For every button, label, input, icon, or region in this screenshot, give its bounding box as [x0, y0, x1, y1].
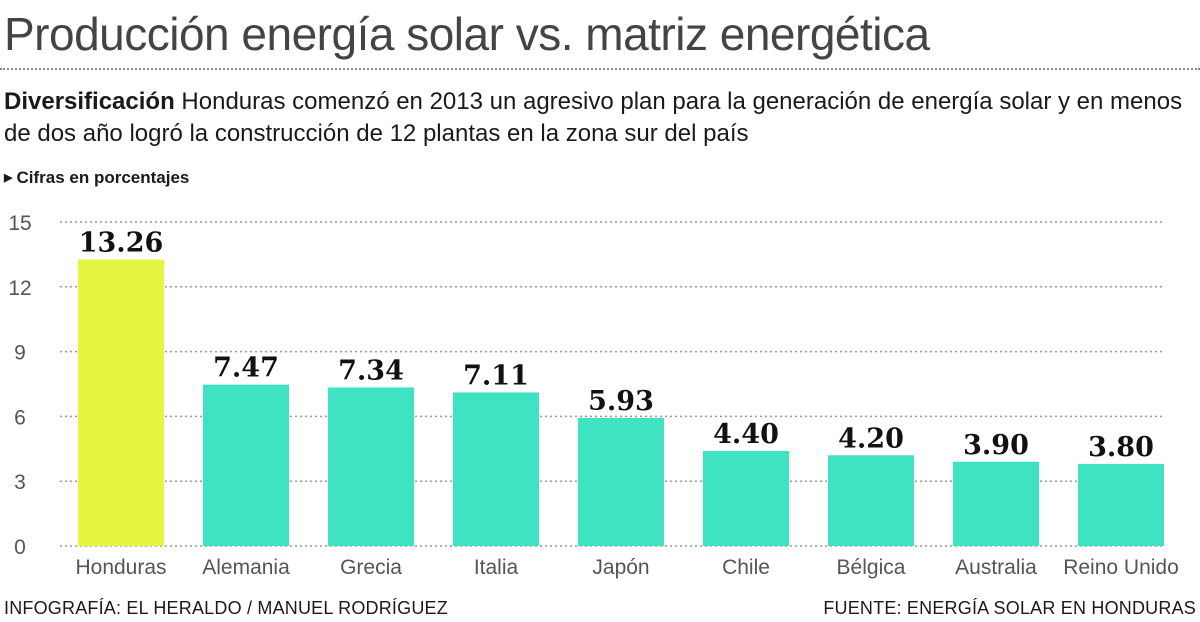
chart-title: Producción energía solar vs. matriz ener… [4, 8, 930, 60]
bar [78, 259, 164, 546]
bar-chart: 0 3 6 9 12 15 13.26 Honduras 7.47 Alemania 7.34 Gre… [8, 212, 1179, 579]
units-note: ▶ Cifras en porcentajes [4, 168, 189, 188]
x-tick-label: Reino Unido [1063, 556, 1179, 579]
x-tick-label: Italia [474, 556, 519, 579]
data-label: 7.11 [463, 360, 529, 391]
x-tick-label: Alemania [202, 556, 290, 579]
y-tick-label: 0 [14, 536, 26, 559]
data-label: 7.47 [213, 353, 279, 384]
x-tick-label: Chile [722, 556, 770, 579]
chart-subtitle: Diversificación Honduras comenzó en 2013… [4, 86, 1198, 150]
y-tick-label: 9 [14, 342, 26, 365]
data-label: 5.93 [588, 386, 654, 417]
data-label: 7.34 [338, 355, 404, 386]
subtitle-text: Honduras comenzó en 2013 un agresivo pla… [4, 88, 1183, 147]
title-divider [0, 68, 1200, 70]
x-tick-label: Japón [592, 556, 649, 579]
credit-footer: INFOGRAFÍA: EL HERALDO / MANUEL RODRÍGUE… [4, 598, 448, 618]
subtitle-lead: Diversificación [4, 88, 175, 115]
bar [453, 392, 539, 546]
source-footer: FUENTE: ENERGÍA SOLAR EN HONDURAS [823, 598, 1196, 618]
y-tick-label: 3 [14, 471, 26, 494]
bar [1078, 463, 1164, 546]
bar [703, 450, 789, 546]
x-tick-label: Bélgica [837, 556, 906, 579]
bar [828, 455, 914, 546]
data-label: 4.20 [838, 423, 904, 454]
bar [328, 387, 414, 546]
x-tick-label: Grecia [340, 556, 402, 579]
data-label: 4.40 [713, 419, 779, 450]
triangle-right-icon: ▶ [4, 172, 13, 184]
y-tick-label: 15 [8, 212, 31, 235]
data-label: 3.90 [963, 430, 1029, 461]
x-tick-label: Honduras [75, 556, 166, 579]
bar [953, 461, 1039, 546]
y-tick-label: 6 [14, 406, 26, 429]
data-label: 13.26 [79, 228, 164, 259]
x-tick-label: Australia [955, 556, 1037, 579]
y-tick-label: 12 [8, 277, 31, 300]
units-note-text: Cifras en porcentajes [16, 168, 190, 187]
bar [203, 384, 289, 546]
bar [578, 417, 664, 546]
data-label: 3.80 [1088, 432, 1154, 463]
